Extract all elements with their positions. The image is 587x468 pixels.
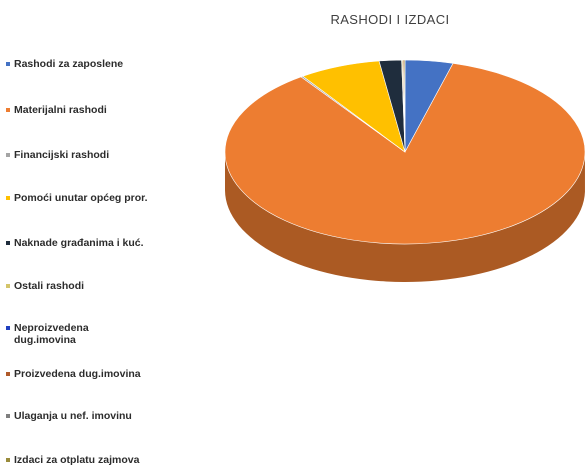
chart-title: RASHODI I IZDACI xyxy=(330,12,450,27)
legend-label: Neproizvedena dug.imovina xyxy=(14,322,89,346)
legend-label: Rashodi za zaposlene xyxy=(14,58,124,70)
legend-swatch xyxy=(6,326,10,330)
legend-item-materijalni-rashodi: Materijalni rashodi xyxy=(6,104,206,116)
legend-item-rashodi-za-zaposlene: Rashodi za zaposlene xyxy=(6,58,206,70)
legend: Rashodi za zaposlene Materijalni rashodi… xyxy=(0,0,215,468)
legend-swatch xyxy=(6,62,10,66)
legend-item-izdaci-za-otplatu-zajmova: Izdaci za otplatu zajmova xyxy=(6,454,206,466)
legend-swatch xyxy=(6,196,10,200)
legend-item-ostali-rashodi: Ostali rashodi xyxy=(6,280,206,292)
legend-swatch xyxy=(6,153,10,157)
pie-sides xyxy=(225,152,585,282)
legend-label: Materijalni rashodi xyxy=(14,104,107,116)
legend-label: Pomoći unutar općeg pror. xyxy=(14,192,148,204)
legend-label: Izdaci za otplatu zajmova xyxy=(14,454,140,466)
pie-slice-materijalni-rashodi xyxy=(224,63,586,245)
legend-item-neproizvedena-dug-imovina: Neproizvedena dug.imovina xyxy=(6,322,206,346)
legend-label: Proizvedena dug.imovina xyxy=(14,368,141,380)
legend-swatch xyxy=(6,458,10,462)
legend-item-proizvedena-dug-imovina: Proizvedena dug.imovina xyxy=(6,368,206,380)
legend-label: Naknade građanima i kuć. xyxy=(14,237,144,249)
legend-swatch xyxy=(6,372,10,376)
legend-swatch xyxy=(6,414,10,418)
legend-label: Ostali rashodi xyxy=(14,280,85,292)
legend-item-financijski-rashodi: Financijski rashodi xyxy=(6,149,206,161)
legend-item-pomoci-unutar-opceg-pror: Pomoći unutar općeg pror. xyxy=(6,192,206,204)
legend-label: Financijski rashodi xyxy=(14,149,110,161)
legend-swatch xyxy=(6,241,10,245)
legend-item-naknade-gradanima: Naknade građanima i kuć. xyxy=(6,237,206,249)
pie-slices xyxy=(224,59,586,245)
legend-label: Ulaganja u nef. imovinu xyxy=(14,410,132,422)
legend-swatch xyxy=(6,108,10,112)
legend-item-ulaganja-u-nef-imovinu: Ulaganja u nef. imovinu xyxy=(6,410,206,422)
pie-slice-izdaci-za-otplatu-zajmova xyxy=(403,59,406,153)
pie-side-materijalni-rashodi xyxy=(225,152,585,282)
legend-swatch xyxy=(6,284,10,288)
